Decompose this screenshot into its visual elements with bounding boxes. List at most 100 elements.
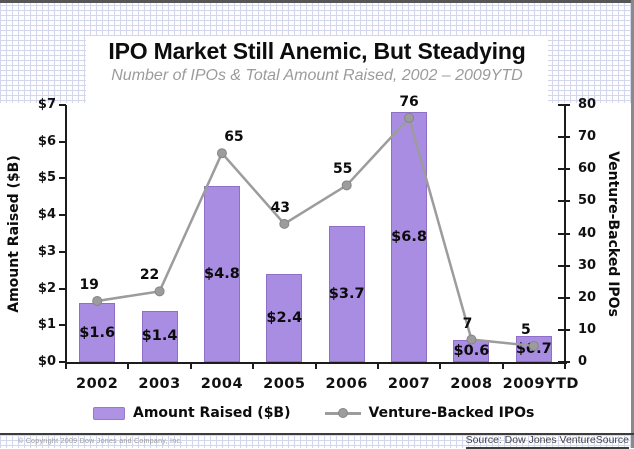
line-point-label: 5: [520, 321, 531, 338]
y-axis-left-tick: [59, 361, 66, 363]
bar: [79, 303, 116, 362]
line-point-label: 43: [270, 199, 291, 216]
y-axis-right-tick: [558, 296, 570, 299]
y-axis-left-tick-label: $7: [37, 97, 56, 112]
y-axis-left-tick: [59, 214, 66, 217]
line-marker: [528, 340, 539, 351]
slide-right-border: [631, 0, 634, 448]
copyright-text: © Copyright 2009 Dow Jones and Company, …: [18, 438, 183, 445]
x-axis-category-label: 2004: [200, 376, 244, 392]
y-axis-right-tick-label: 50: [578, 193, 597, 209]
y-axis-left-tick-label: $2: [37, 280, 56, 296]
bar-value-label: $3.7: [328, 286, 365, 303]
bar: [391, 112, 428, 362]
x-axis-tick: [127, 364, 130, 369]
y-axis-right-tick-label: 30: [578, 257, 597, 273]
y-axis-left-tick: [59, 140, 66, 143]
x-axis-tick: [65, 364, 67, 369]
bar: [203, 185, 240, 362]
bar-value-label: $0.6: [453, 342, 490, 359]
y-axis-left-tick: [59, 287, 66, 290]
legend-label: Amount Raised ($B): [133, 405, 291, 421]
line-marker: [216, 148, 227, 159]
left-axis-title: Amount Raised ($B): [6, 155, 22, 313]
x-axis-tick: [376, 364, 379, 369]
x-axis-category-label: 2009YTD: [502, 376, 579, 392]
y-axis-left-tick: [59, 250, 66, 253]
legend-item-amount-raised: Amount Raised ($B): [93, 405, 291, 421]
y-axis-right-tick: [558, 168, 570, 171]
bar-value-label: $2.4: [266, 309, 303, 326]
y-axis-left-tick: [59, 104, 66, 106]
line-series: [92, 112, 539, 351]
x-axis-tick: [252, 364, 255, 369]
bar-value-label: $6.8: [391, 229, 427, 246]
y-axis-right-tick-label: 60: [578, 161, 597, 177]
y-axis-right-tick: [558, 104, 570, 106]
y-axis-right-tick: [558, 232, 570, 235]
x-axis-category-label: 2006: [325, 376, 368, 392]
y-axis-right-tick: [558, 136, 570, 139]
x-axis: [65, 362, 567, 364]
bar-value-label: $4.8: [204, 265, 240, 282]
legend-item-venture-backed-ipos: Venture-Backed IPOs: [324, 405, 535, 421]
legend-label: Venture-Backed IPOs: [368, 405, 535, 421]
bar-swatch-icon: [93, 406, 125, 420]
line-marker: [279, 218, 290, 229]
bar: [515, 336, 552, 362]
y-axis-right-tick-label: 80: [578, 97, 597, 112]
y-axis-left-tick: [59, 324, 66, 327]
y-axis-right-tick-label: 40: [578, 225, 597, 241]
line-marker: [466, 334, 477, 345]
line-marker: [404, 112, 415, 123]
bar-value-label: $1.4: [141, 328, 178, 345]
y-axis-left-tick-label: $0: [37, 354, 56, 369]
y-axis-left-tick-label: $1: [37, 317, 56, 333]
line-path: [96, 115, 534, 348]
bar: [141, 310, 178, 362]
y-axis-right-tick-label: 10: [578, 321, 597, 337]
x-axis-category-label: 2007: [387, 376, 431, 392]
y-axis-right-tick: [558, 200, 570, 203]
bar: [266, 273, 303, 362]
line-point-label: 7: [462, 315, 473, 332]
y-axis-right: [564, 105, 566, 364]
y-axis-left: [65, 105, 67, 364]
bar-value-label: $1.6: [79, 324, 116, 341]
line-marker-swatch-icon: [324, 407, 361, 419]
y-axis-left-tick-label: $6: [37, 133, 56, 149]
slide-top-border: [0, 0, 634, 3]
line-point-label: 19: [79, 276, 99, 293]
x-axis-category-label: 2002: [76, 376, 119, 392]
y-axis-left-tick-label: $4: [37, 207, 56, 223]
x-axis-tick: [189, 364, 192, 369]
line-point-label: 55: [332, 161, 353, 178]
y-axis-right-tick: [558, 328, 570, 331]
line-marker: [92, 295, 103, 306]
line-point-label: 76: [399, 93, 419, 110]
y-axis-right-tick: [558, 264, 570, 267]
x-axis-category-label: 2003: [138, 376, 181, 392]
x-axis-category-label: 2005: [263, 376, 306, 392]
y-axis-right-tick-label: 70: [578, 129, 597, 145]
chart-subtitle: Number of IPOs & Total Amount Raised, 20…: [111, 66, 523, 84]
x-axis-tick: [501, 364, 504, 369]
x-axis-tick: [564, 364, 566, 369]
chart-panel: Amount Raised ($B) Venture-Backed IPOs $…: [0, 94, 631, 433]
y-axis-left-tick-label: $3: [37, 243, 56, 259]
bar: [328, 226, 365, 362]
title-block: IPO Market Still Anemic, But Steadying N…: [86, 36, 548, 103]
legend: Amount Raised ($B) Venture-Backed IPOs: [93, 405, 534, 421]
line-marker: [341, 180, 352, 191]
y-axis-left-tick-label: $5: [37, 170, 56, 186]
source-text: Source: Dow Jones VentureSource: [465, 434, 629, 449]
x-axis-category-label: 2008: [450, 376, 493, 392]
y-axis-right-tick-label: 20: [578, 289, 597, 305]
y-axis-right-tick: [558, 361, 570, 363]
y-axis-right-tick-label: 0: [578, 354, 588, 369]
y-axis-left-tick: [59, 177, 66, 180]
line-marker: [154, 286, 165, 297]
footer-divider: [0, 433, 634, 435]
line-point-label: 65: [224, 129, 244, 146]
